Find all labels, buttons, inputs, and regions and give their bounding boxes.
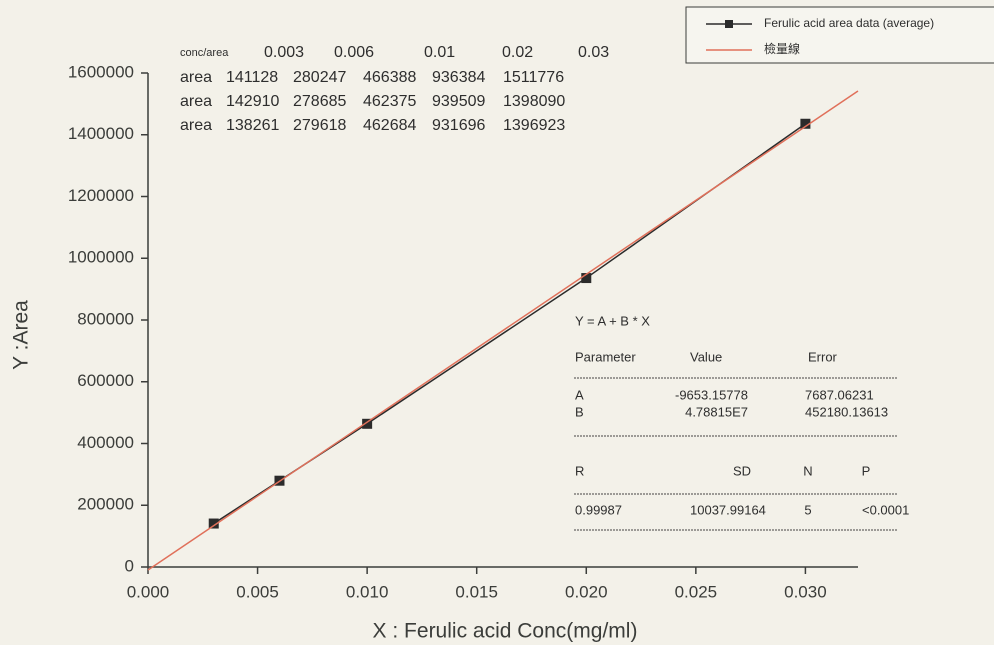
- table-cell: 936384: [432, 69, 485, 86]
- table-header: 0.03: [578, 44, 609, 61]
- fit-stats-cell: <0.0001: [862, 502, 909, 517]
- fit-cell: 4.78815E7: [685, 404, 748, 419]
- table-cell: 1398090: [503, 93, 565, 110]
- fit-header: Parameter: [575, 349, 636, 364]
- table-cell: area: [180, 93, 212, 110]
- data-point: [581, 273, 592, 284]
- table-cell: 280247: [293, 69, 346, 86]
- table-cell: 931696: [432, 117, 485, 134]
- x-tick-label: 0.010: [346, 582, 389, 601]
- fit-stats-header: SD: [733, 463, 751, 478]
- x-tick-label: 0.020: [565, 582, 608, 601]
- y-tick-label: 0: [125, 556, 134, 575]
- data-point: [208, 518, 219, 529]
- y-axis-title: Y :Area: [10, 300, 33, 370]
- table-header: 0.003: [264, 44, 304, 61]
- table-cell: area: [180, 69, 212, 86]
- y-tick-label: 1600000: [68, 62, 134, 81]
- fit-cell: B: [575, 404, 584, 419]
- fit-stats-header: R: [575, 463, 584, 478]
- legend-label: Ferulic acid area data (average): [764, 16, 934, 30]
- x-tick-label: 0.005: [236, 582, 279, 601]
- fit-stats-cell: 0.99987: [575, 502, 622, 517]
- fit-cell: -9653.15778: [675, 387, 748, 402]
- data-point: [800, 118, 811, 129]
- table-cell: 142910: [226, 93, 279, 110]
- fit-stats-header: P: [862, 463, 871, 478]
- fit-cell: 452180.13613: [805, 404, 888, 419]
- y-tick-label: 600000: [77, 371, 134, 390]
- series-line: [147, 90, 859, 571]
- table-cell: area: [180, 117, 212, 134]
- table-cell: 279618: [293, 117, 346, 134]
- y-tick-label: 800000: [77, 309, 134, 328]
- y-tick-label: 1400000: [68, 124, 134, 143]
- fit-stats-cell: 5: [804, 502, 811, 517]
- y-tick-label: 1000000: [68, 248, 134, 267]
- table-cell: 278685: [293, 93, 346, 110]
- table-header: 0.006: [334, 44, 374, 61]
- legend-marker: [725, 20, 733, 28]
- table-cell: 462375: [363, 93, 416, 110]
- x-tick-label: 0.000: [127, 582, 170, 601]
- fit-cell: A: [575, 387, 584, 402]
- table-header: 0.01: [424, 44, 455, 61]
- fit-header: Value: [690, 349, 722, 364]
- x-axis-title: X : Ferulic acid Conc(mg/ml): [373, 620, 638, 643]
- table-cell: 1511776: [503, 69, 564, 86]
- x-tick-label: 0.030: [784, 582, 827, 601]
- fit-stats-header: N: [803, 463, 812, 478]
- legend-label: 檢量線: [764, 41, 800, 56]
- fit-header: Error: [808, 349, 838, 364]
- table-header: conc/area: [180, 47, 229, 59]
- fit-equation: Y = A + B * X: [575, 313, 650, 328]
- x-tick-label: 0.015: [455, 582, 498, 601]
- x-tick-label: 0.025: [675, 582, 718, 601]
- legend-box: [685, 6, 994, 64]
- y-tick-label: 200000: [77, 495, 134, 514]
- table-cell: 462684: [363, 117, 416, 134]
- y-tick-label: 1200000: [68, 186, 134, 205]
- data-point: [362, 418, 373, 429]
- fit-cell: 7687.06231: [805, 387, 874, 402]
- fit-stats-cell: 10037.99164: [690, 502, 766, 517]
- table-header: 0.02: [502, 44, 533, 61]
- y-tick-label: 400000: [77, 433, 134, 452]
- table-cell: 466388: [363, 69, 416, 86]
- table-cell: 141128: [226, 69, 278, 86]
- table-cell: 1396923: [503, 117, 565, 134]
- table-cell: 138261: [226, 117, 279, 134]
- table-cell: 939509: [432, 93, 485, 110]
